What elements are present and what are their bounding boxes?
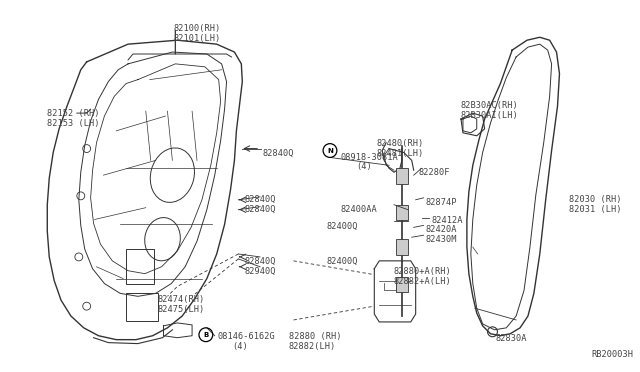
Text: (4): (4) [356,162,372,171]
Text: 82400AA: 82400AA [341,205,378,214]
Text: 82B30AC(RH): 82B30AC(RH) [461,101,519,110]
Text: 82880+A(RH): 82880+A(RH) [394,267,452,276]
Text: 82840Q: 82840Q [244,195,276,204]
Text: 82031 (LH): 82031 (LH) [570,205,622,214]
Bar [396,239,408,255]
Text: 82100(RH): 82100(RH) [173,25,221,33]
Text: 08918-3081A: 08918-3081A [341,153,399,161]
Text: 82874P: 82874P [426,198,457,207]
Text: (4): (4) [232,341,248,351]
Text: N: N [327,148,333,154]
Text: 82940Q: 82940Q [244,267,276,276]
Text: 82882+A(LH): 82882+A(LH) [394,277,452,286]
Text: RB20003H: RB20003H [591,350,633,359]
Text: 82153 (LH): 82153 (LH) [47,119,100,128]
Text: 82B30AI(LH): 82B30AI(LH) [461,111,519,120]
Text: 82400Q: 82400Q [326,221,358,231]
Text: 82882(LH): 82882(LH) [289,341,336,351]
Text: 82400Q: 82400Q [326,257,358,266]
Text: 82430M: 82430M [426,235,457,244]
Text: 82475(LH): 82475(LH) [157,305,205,314]
Text: 82030 (RH): 82030 (RH) [570,195,622,204]
Text: 82280F: 82280F [419,168,450,177]
Bar [126,249,154,283]
Text: 82101(LH): 82101(LH) [173,34,221,43]
Bar [126,294,157,321]
Bar [396,205,408,221]
Text: 08146-6162G: 08146-6162G [218,332,275,341]
Text: 82840Q: 82840Q [244,257,276,266]
Text: 82840Q: 82840Q [244,205,276,214]
Text: 82480(RH): 82480(RH) [376,139,424,148]
Text: 82481(LH): 82481(LH) [376,148,424,158]
Text: 82830A: 82830A [495,334,527,343]
Text: B: B [204,332,209,338]
Text: 82840Q: 82840Q [263,148,294,158]
Text: 82152 (RH): 82152 (RH) [47,109,100,118]
Text: 82412A: 82412A [431,215,463,225]
Bar [396,277,408,292]
Text: 82474(RH): 82474(RH) [157,295,205,304]
Text: 82880 (RH): 82880 (RH) [289,332,341,341]
Bar [396,168,408,184]
Text: 82420A: 82420A [426,225,457,234]
